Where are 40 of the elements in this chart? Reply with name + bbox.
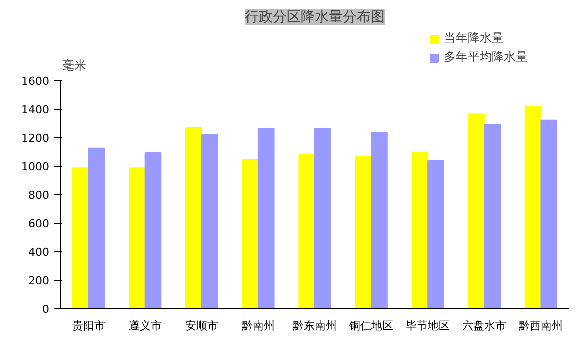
x-tick-label: 黔西南州 (518, 320, 564, 332)
bar (72, 168, 90, 308)
x-tick-label: 黔东南州 (292, 320, 337, 332)
y-tick-label: 1400 (22, 104, 50, 117)
y-tick-label: 1000 (22, 160, 50, 174)
y-tick-label: 0 (42, 303, 50, 316)
x-tick-label: 黔南州 (240, 320, 275, 332)
bar (298, 154, 316, 308)
bar (468, 114, 486, 308)
bar (258, 128, 275, 308)
bar (412, 152, 429, 308)
bar (186, 128, 202, 308)
bar (428, 160, 444, 308)
x-tick-label: 贵阳市 (72, 320, 106, 332)
chart-title: 行政分区降水量分布图 (245, 10, 385, 26)
legend-label: 多年平均降水量 (444, 49, 528, 66)
y-tick-label: 1600 (22, 75, 50, 88)
y-tick-label: 400 (28, 246, 50, 260)
bar (484, 124, 501, 308)
x-tick-label: 安顺市 (185, 320, 218, 332)
bar (371, 132, 388, 308)
bar (355, 156, 372, 308)
x-tick-label: 毕节地区 (406, 320, 450, 332)
bar (524, 106, 542, 308)
x-tick-label: 六盘水市 (462, 320, 507, 332)
bar (201, 134, 218, 308)
y-tick-label: 1200 (22, 132, 50, 146)
y-tick-label: 600 (28, 218, 50, 231)
y-tick-label: 200 (28, 274, 50, 288)
bar (129, 168, 146, 308)
y-tick-label: 800 (28, 189, 50, 202)
x-tick-label: 遵义市 (128, 320, 162, 332)
y-axis-title: 毫米 (62, 58, 86, 73)
legend-label: 当年降水量 (444, 30, 504, 47)
bar (242, 159, 259, 308)
bar (314, 128, 332, 308)
bar (540, 120, 558, 308)
x-tick-label: 铜仁地区 (348, 320, 394, 332)
bar (144, 152, 162, 308)
bar (88, 148, 106, 308)
